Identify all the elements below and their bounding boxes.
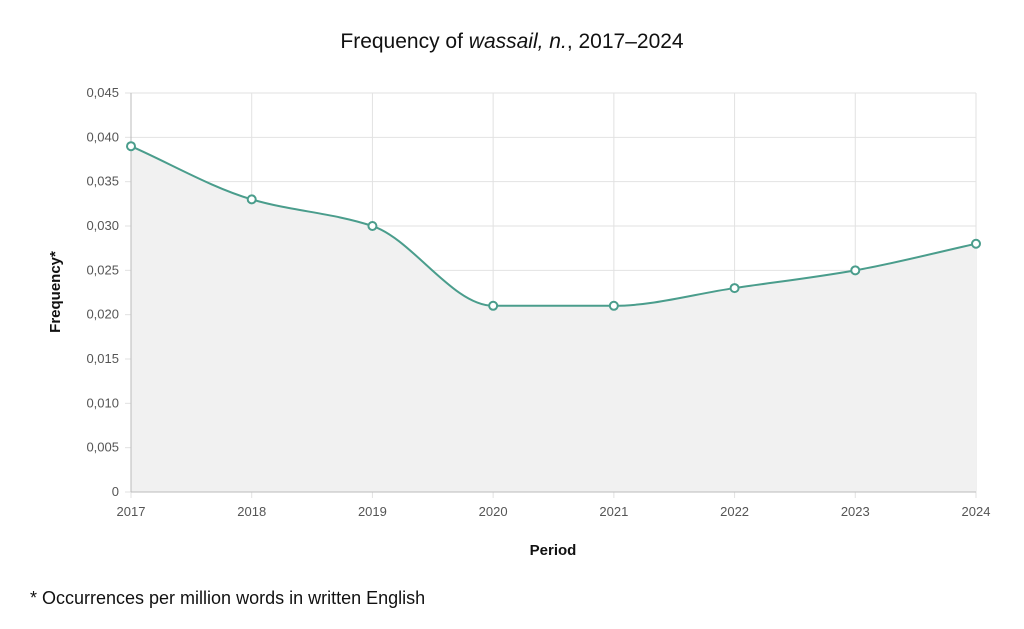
- x-axis-ticks: 2017 2018 2019 2020 2021 2022 2023 2024: [117, 504, 991, 519]
- y-tick-label: 0,045: [86, 85, 119, 100]
- title-word: wassail, n.: [468, 30, 567, 53]
- y-tick-label: 0,005: [86, 440, 119, 455]
- footnote: * Occurrences per million words in writt…: [30, 588, 426, 608]
- chart-title: Frequency of wassail, n., 2017–2024: [0, 30, 1024, 54]
- title-prefix: Frequency of: [340, 30, 469, 53]
- series-line: [130, 145, 977, 307]
- x-tick-label: 2019: [358, 504, 387, 519]
- axes: [125, 92, 976, 493]
- x-axis-label: Period: [530, 542, 577, 559]
- x-tick-label: 2022: [720, 504, 749, 519]
- x-tick-label: 2023: [841, 504, 870, 519]
- series-area: [131, 146, 976, 492]
- data-point[interactable]: [246, 194, 257, 205]
- data-point[interactable]: [367, 221, 378, 231]
- data-point[interactable]: [729, 283, 740, 294]
- data-points: [126, 141, 981, 311]
- data-point[interactable]: [971, 238, 981, 249]
- y-axis-ticks: 0 0,005 0,010 0,015 0,020 0,025 0,030 0,035 0,04…: [86, 85, 119, 499]
- y-tick-label: 0,025: [86, 262, 119, 277]
- y-axis-label: Frequency*: [47, 251, 64, 333]
- x-tick-label: 2017: [117, 504, 146, 519]
- x-tick-label: 2020: [479, 504, 508, 519]
- y-tick-label: 0,010: [86, 395, 119, 410]
- y-tick-label: 0,035: [86, 174, 119, 189]
- data-point[interactable]: [850, 265, 861, 276]
- x-tick-label: 2024: [962, 504, 991, 519]
- y-tick-label: 0,040: [86, 129, 119, 144]
- y-tick-label: 0,030: [86, 218, 119, 233]
- x-tick-label: 2021: [599, 504, 628, 519]
- data-point[interactable]: [608, 300, 619, 311]
- y-tick-label: 0,015: [86, 351, 119, 366]
- title-suffix: , 2017–2024: [566, 30, 684, 53]
- data-point[interactable]: [488, 300, 499, 311]
- y-tick-label: 0: [112, 484, 119, 499]
- x-tick-label: 2018: [237, 504, 266, 519]
- data-point[interactable]: [126, 141, 136, 152]
- y-tick-label: 0,020: [86, 307, 119, 322]
